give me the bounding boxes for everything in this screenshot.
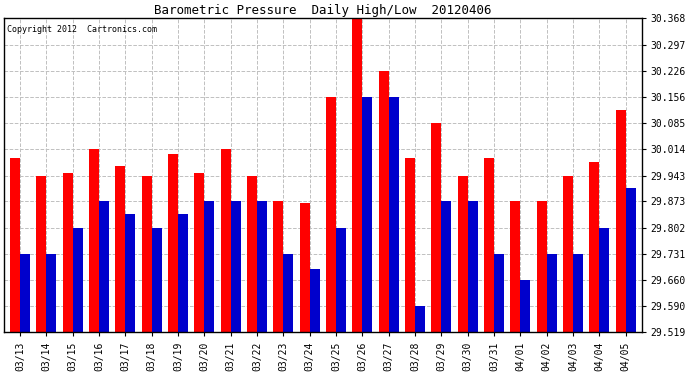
Bar: [546, 254, 557, 332]
Bar: [326, 97, 336, 332]
Bar: [589, 162, 600, 332]
Bar: [115, 166, 126, 332]
Bar: [405, 158, 415, 332]
Bar: [537, 201, 546, 332]
Bar: [230, 201, 241, 332]
Bar: [520, 280, 531, 332]
Bar: [46, 254, 57, 332]
Bar: [89, 149, 99, 332]
Bar: [99, 201, 109, 332]
Bar: [72, 228, 83, 332]
Bar: [494, 254, 504, 332]
Title: Barometric Pressure  Daily High/Low  20120406: Barometric Pressure Daily High/Low 20120…: [154, 4, 491, 17]
Bar: [284, 254, 293, 332]
Bar: [273, 201, 284, 332]
Bar: [195, 173, 204, 332]
Bar: [63, 173, 72, 332]
Bar: [563, 176, 573, 332]
Bar: [468, 201, 477, 332]
Bar: [247, 176, 257, 332]
Bar: [299, 202, 310, 332]
Bar: [310, 269, 319, 332]
Bar: [168, 154, 178, 332]
Bar: [615, 110, 626, 332]
Bar: [626, 188, 635, 332]
Bar: [221, 149, 230, 332]
Bar: [336, 228, 346, 332]
Bar: [152, 228, 161, 332]
Bar: [415, 306, 425, 332]
Bar: [178, 214, 188, 332]
Bar: [204, 201, 215, 332]
Bar: [457, 176, 468, 332]
Text: Copyright 2012  Cartronics.com: Copyright 2012 Cartronics.com: [8, 25, 157, 34]
Bar: [511, 201, 520, 332]
Bar: [379, 71, 388, 332]
Bar: [37, 176, 46, 332]
Bar: [600, 228, 609, 332]
Bar: [353, 18, 362, 332]
Bar: [362, 97, 373, 332]
Bar: [484, 158, 494, 332]
Bar: [257, 201, 267, 332]
Bar: [573, 254, 583, 332]
Bar: [388, 97, 399, 332]
Bar: [442, 201, 451, 332]
Bar: [431, 123, 442, 332]
Bar: [20, 254, 30, 332]
Bar: [141, 176, 152, 332]
Bar: [126, 214, 135, 332]
Bar: [10, 158, 20, 332]
